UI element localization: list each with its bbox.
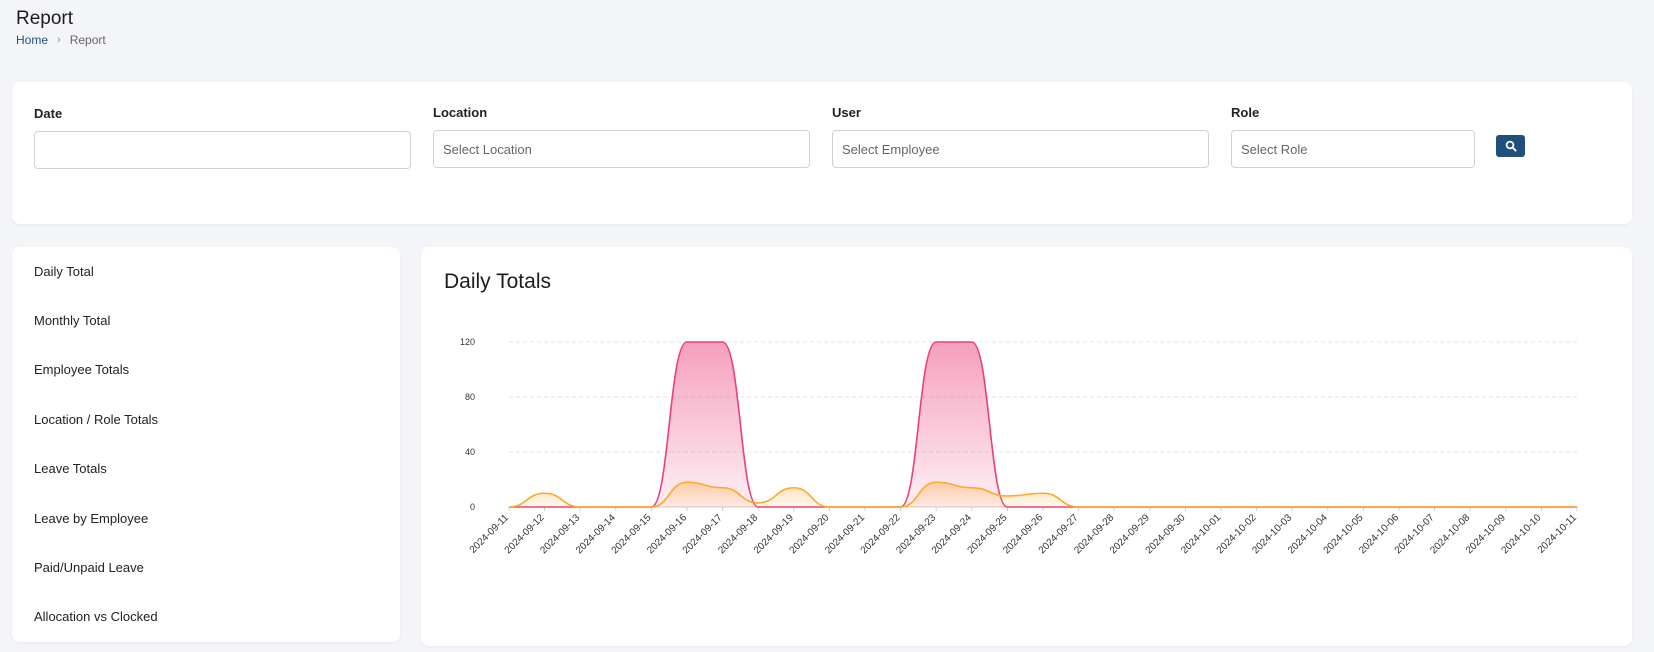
y-tick-label: 120: [460, 337, 475, 347]
y-tick-label: 40: [465, 447, 475, 457]
chart-panel: 0 40 80 120 2024-09-11 2024-09-12 2024-09-13 20…: [421, 247, 1632, 646]
x-tick-label: 2024-10-11: [1536, 512, 1580, 556]
breadcrumb: Home › Report: [16, 33, 106, 47]
report-menu: Daily Total Monthly Total Employee Total…: [12, 247, 400, 642]
y-tick-label: 0: [470, 502, 475, 512]
breadcrumb-current: Report: [69, 33, 106, 47]
location-select[interactable]: [433, 130, 810, 168]
search-button[interactable]: [1496, 135, 1525, 157]
date-input[interactable]: [34, 131, 411, 169]
series-2-area: [509, 482, 1577, 507]
user-filter: User: [832, 105, 1209, 168]
series-1-area: [509, 342, 1577, 507]
role-label: Role: [1231, 105, 1260, 120]
menu-item-employee-totals[interactable]: Employee Totals: [34, 362, 130, 377]
menu-item-allocation-vs-clocked[interactable]: Allocation vs Clocked: [34, 609, 158, 624]
search-icon: [1505, 140, 1517, 152]
menu-item-paid-unpaid-leave[interactable]: Paid/Unpaid Leave: [34, 560, 144, 575]
menu-item-daily-total[interactable]: Daily Total: [34, 264, 94, 279]
series-2-line: [508, 481, 1577, 508]
date-label: Date: [34, 106, 63, 121]
breadcrumb-separator-icon: ›: [57, 34, 61, 46]
location-filter: Location: [433, 105, 810, 168]
location-label: Location: [433, 105, 488, 120]
menu-item-monthly-total[interactable]: Monthly Total: [34, 313, 111, 328]
user-label: User: [832, 105, 861, 120]
menu-item-leave-by-employee[interactable]: Leave by Employee: [34, 511, 149, 526]
menu-item-location-role-totals[interactable]: Location / Role Totals: [34, 412, 159, 427]
page-title: Report: [16, 8, 74, 29]
role-select[interactable]: [1231, 130, 1475, 168]
breadcrumb-home-link[interactable]: Home: [16, 33, 49, 47]
date-filter: Date: [34, 106, 411, 169]
menu-item-leave-totals[interactable]: Leave Totals: [34, 461, 107, 476]
y-tick-label: 80: [465, 392, 475, 402]
page-header: Report Home › Report: [16, 8, 106, 47]
chart-title: Daily Totals: [444, 270, 551, 293]
filter-panel: Date Location User Role: [12, 82, 1632, 224]
role-filter: Role: [1231, 105, 1475, 168]
employee-select[interactable]: [832, 130, 1209, 168]
daily-totals-chart: 040801202024-09-112024-09-122024-09-1320…: [460, 337, 1580, 556]
